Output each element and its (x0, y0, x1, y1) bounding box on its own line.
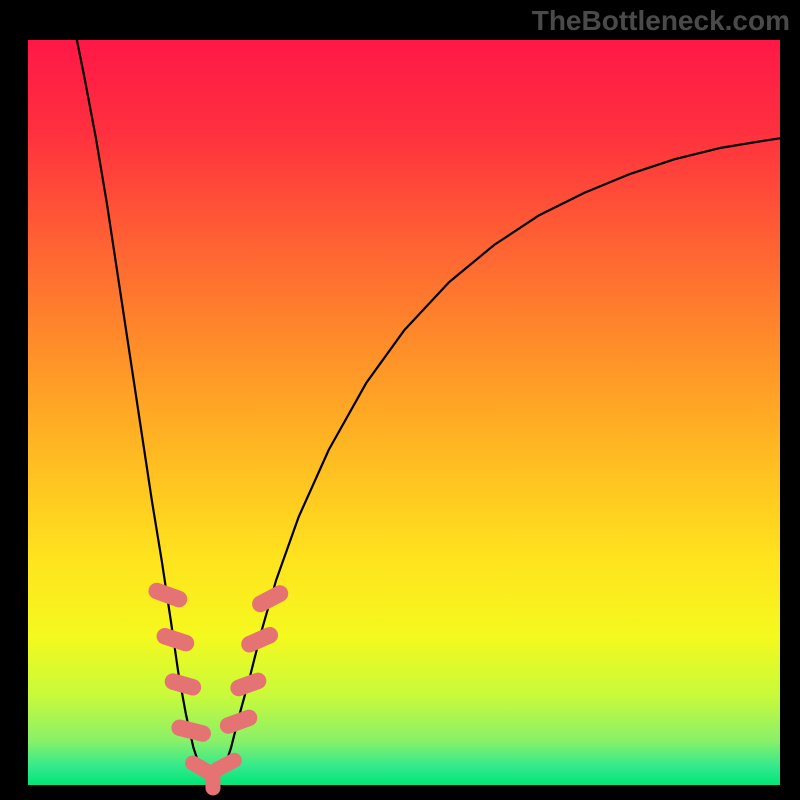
plot-area (28, 40, 780, 785)
watermark: TheBottleneck.com (532, 5, 790, 36)
bottleneck-chart: TheBottleneck.com (0, 0, 800, 800)
